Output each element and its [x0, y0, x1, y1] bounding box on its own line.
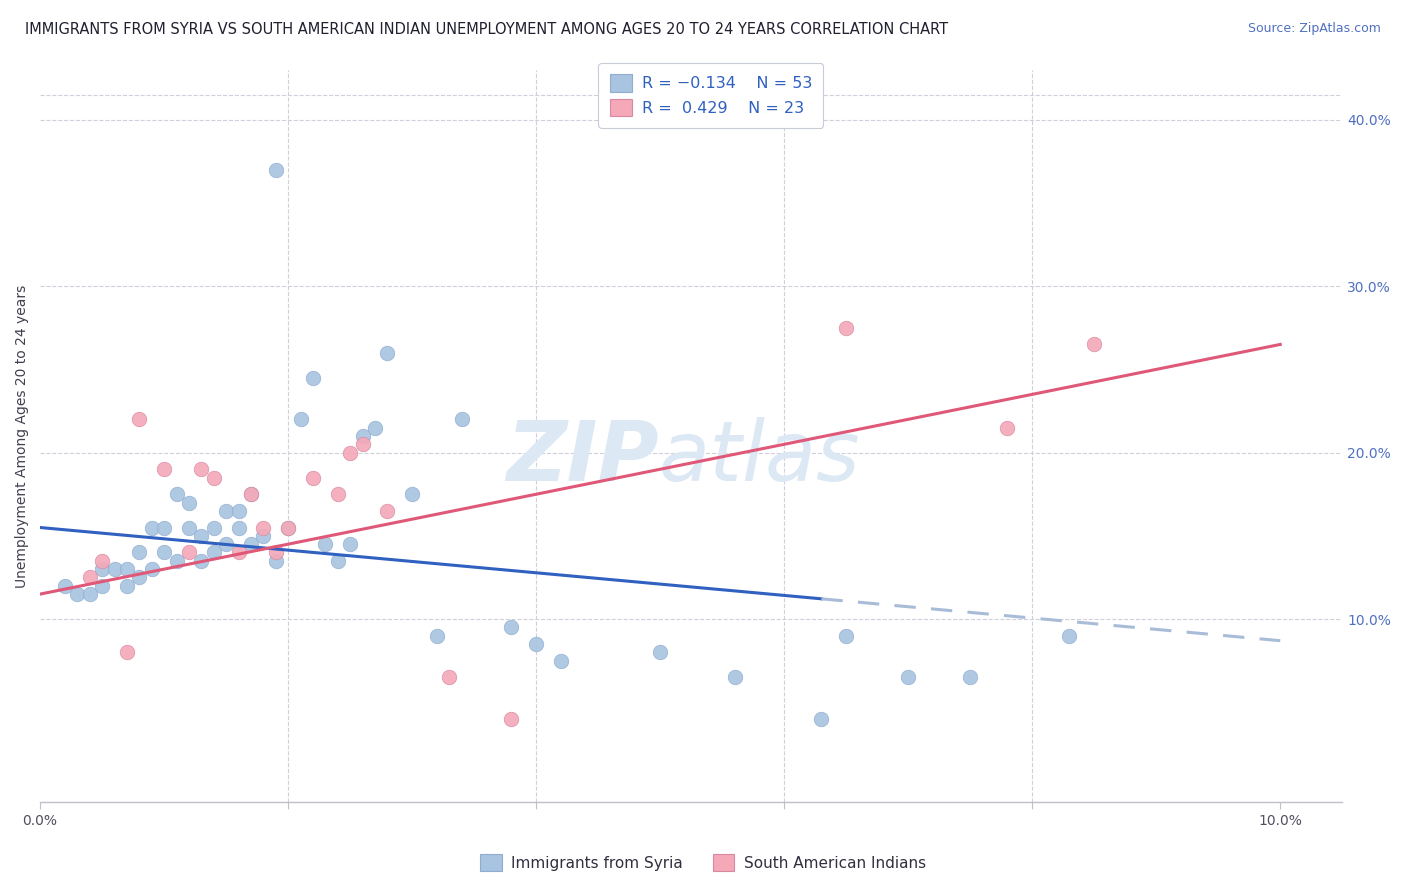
Point	[91, 562, 114, 576]
Point	[115, 645, 138, 659]
Point	[375, 504, 398, 518]
Point	[501, 712, 523, 726]
Point	[202, 545, 225, 559]
Point	[153, 545, 176, 559]
Point	[997, 420, 1019, 434]
Point	[228, 520, 250, 534]
Point	[277, 520, 299, 534]
Point	[352, 437, 374, 451]
Point	[202, 520, 225, 534]
Point	[79, 587, 101, 601]
Text: Source: ZipAtlas.com: Source: ZipAtlas.com	[1247, 22, 1381, 36]
Point	[302, 370, 325, 384]
Point	[339, 537, 361, 551]
Text: atlas: atlas	[658, 417, 860, 499]
Point	[190, 529, 212, 543]
Point	[141, 520, 163, 534]
Point	[524, 637, 547, 651]
Point	[215, 537, 238, 551]
Point	[166, 487, 188, 501]
Point	[326, 487, 349, 501]
Text: IMMIGRANTS FROM SYRIA VS SOUTH AMERICAN INDIAN UNEMPLOYMENT AMONG AGES 20 TO 24 : IMMIGRANTS FROM SYRIA VS SOUTH AMERICAN …	[25, 22, 949, 37]
Point	[91, 554, 114, 568]
Point	[228, 545, 250, 559]
Point	[128, 412, 150, 426]
Point	[91, 579, 114, 593]
Point	[177, 520, 200, 534]
Point	[228, 504, 250, 518]
Point	[177, 495, 200, 509]
Point	[339, 445, 361, 459]
Point	[302, 470, 325, 484]
Point	[277, 520, 299, 534]
Point	[239, 487, 262, 501]
Point	[897, 670, 920, 684]
Point	[450, 412, 472, 426]
Point	[439, 670, 461, 684]
Point	[959, 670, 981, 684]
Point	[252, 529, 274, 543]
Point	[501, 620, 523, 634]
Point	[290, 412, 312, 426]
Point	[53, 579, 76, 593]
Point	[239, 487, 262, 501]
Point	[314, 537, 336, 551]
Point	[1059, 629, 1081, 643]
Point	[550, 654, 572, 668]
Point	[264, 545, 287, 559]
Point	[128, 570, 150, 584]
Point	[264, 162, 287, 177]
Point	[66, 587, 89, 601]
Point	[650, 645, 672, 659]
Point	[166, 554, 188, 568]
Legend: Immigrants from Syria, South American Indians: Immigrants from Syria, South American In…	[471, 845, 935, 880]
Point	[723, 670, 745, 684]
Point	[153, 520, 176, 534]
Point	[202, 470, 225, 484]
Point	[835, 629, 858, 643]
Legend: R = −0.134    N = 53, R =  0.429    N = 23: R = −0.134 N = 53, R = 0.429 N = 23	[599, 63, 823, 128]
Point	[401, 487, 423, 501]
Point	[426, 629, 449, 643]
Point	[103, 562, 125, 576]
Point	[264, 554, 287, 568]
Point	[375, 345, 398, 359]
Point	[128, 545, 150, 559]
Point	[115, 562, 138, 576]
Point	[79, 570, 101, 584]
Point	[177, 545, 200, 559]
Point	[215, 504, 238, 518]
Point	[1083, 337, 1105, 351]
Text: ZIP: ZIP	[506, 417, 658, 499]
Point	[364, 420, 387, 434]
Point	[190, 462, 212, 476]
Y-axis label: Unemployment Among Ages 20 to 24 years: Unemployment Among Ages 20 to 24 years	[15, 285, 30, 588]
Point	[835, 320, 858, 334]
Point	[141, 562, 163, 576]
Point	[190, 554, 212, 568]
Point	[252, 520, 274, 534]
Point	[153, 462, 176, 476]
Point	[810, 712, 832, 726]
Point	[326, 554, 349, 568]
Point	[352, 429, 374, 443]
Point	[239, 537, 262, 551]
Point	[115, 579, 138, 593]
